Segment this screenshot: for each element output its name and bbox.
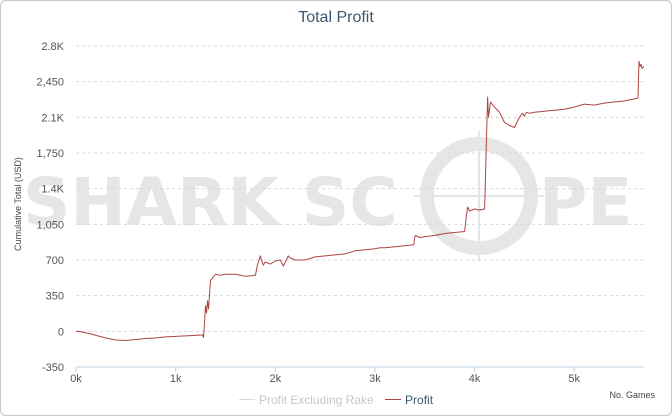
- legend-label: Profit: [405, 392, 434, 407]
- watermark-text-right: PE: [539, 164, 632, 241]
- y-tick-label: 2.8K: [41, 41, 64, 53]
- series-group: [75, 60, 645, 341]
- x-tick-label: 5k: [568, 373, 580, 385]
- x-tick-label: 4k: [469, 373, 481, 385]
- chart-title: Total Profit: [298, 9, 374, 26]
- x-tick-label: 2k: [269, 373, 281, 385]
- x-axis-label: No. Games: [609, 390, 655, 400]
- y-tick-label: -350: [42, 362, 64, 374]
- y-tick-label: 700: [46, 255, 64, 267]
- x-tick-label: 1k: [170, 373, 182, 385]
- legend-swatch-line-icon: [238, 399, 255, 400]
- grid-lines: [76, 45, 644, 332]
- series-line-profit: [75, 60, 645, 341]
- y-tick-label: 350: [46, 291, 64, 303]
- legend: Profit Excluding Rake Profit: [1, 389, 671, 407]
- legend-swatch-line-icon: [385, 399, 402, 400]
- watermark-crosshair-icon: [414, 131, 544, 261]
- y-tick-label: 0: [58, 326, 64, 338]
- legend-item-profit[interactable]: Profit: [385, 393, 433, 407]
- watermark-text-left: SHARK SC: [23, 164, 398, 241]
- y-axis-ticks: -350 0 350 700 1,050 1.4K 1,750 2.1K 2,450 2.8K: [36, 41, 64, 374]
- y-tick-label: 1,050: [36, 219, 64, 231]
- legend-item-profit-excluding-rake[interactable]: Profit Excluding Rake: [238, 392, 374, 407]
- y-tick-label: 2,450: [36, 77, 64, 89]
- y-tick-label: 1,750: [36, 148, 64, 160]
- x-tick-label: 0k: [70, 373, 82, 385]
- x-axis-ticks: 0k 1k 2k 3k 4k 5k: [70, 366, 644, 385]
- x-tick-label: 3k: [369, 373, 381, 385]
- legend-label: Profit Excluding Rake: [258, 392, 374, 407]
- y-tick-label: 1.4K: [41, 184, 64, 196]
- y-tick-label: 2.1K: [41, 112, 64, 124]
- watermark-logo: SHARK SC PE: [23, 131, 632, 261]
